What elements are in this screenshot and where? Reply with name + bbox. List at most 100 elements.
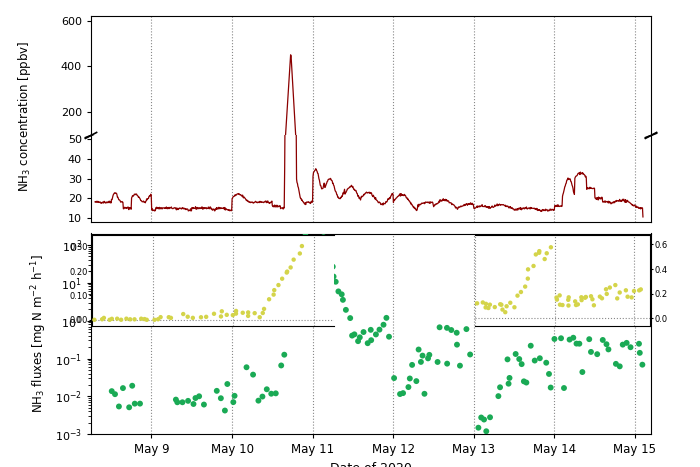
Point [253,397,264,404]
Point [257,393,268,400]
Point [481,427,492,435]
Point [305,245,316,252]
Point [634,349,645,357]
Point [344,314,356,322]
Point [555,334,566,342]
Point [398,389,409,397]
Point [614,362,625,370]
Point [603,346,614,353]
Point [300,232,311,239]
Point [228,398,239,406]
Point [597,336,608,344]
Point [193,393,204,400]
Point [337,296,349,304]
Point [129,400,140,407]
Point [494,383,505,391]
Text: NH$_3$ concentration [ppbv]: NH$_3$ concentration [ppbv] [16,41,33,192]
Point [302,241,313,248]
Point [118,384,129,392]
Point [266,390,277,397]
Point [298,262,309,269]
Point [353,338,364,345]
Point [442,360,453,368]
Point [370,331,382,338]
Point [332,288,344,295]
Point [601,340,612,348]
Point [559,384,570,392]
Point [610,360,622,368]
Point [319,245,330,252]
Point [510,350,522,358]
Point [419,390,430,397]
Point [473,424,484,432]
Point [286,316,297,324]
Point [270,389,281,397]
Point [318,234,329,241]
Point [381,314,392,322]
Point [309,244,321,252]
Point [378,321,389,328]
Point [568,334,579,341]
Point [183,397,194,404]
Point [417,352,428,359]
Point [282,319,293,327]
Point [424,351,435,359]
Point [290,286,301,294]
Point [261,386,272,393]
Point [394,390,405,398]
Point [621,339,632,347]
Point [577,368,588,376]
Point [625,344,636,351]
Point [177,398,188,406]
Point [340,306,351,313]
Point [493,392,504,400]
Point [478,416,489,423]
Point [323,253,334,261]
Point [529,357,540,364]
Point [188,400,199,408]
Point [475,414,486,421]
Point [216,395,227,402]
Point [349,331,360,338]
Point [634,340,645,347]
Point [106,388,118,395]
Point [276,362,287,369]
Point [109,390,120,398]
Point [229,392,240,400]
Point [336,290,347,298]
Point [248,371,259,378]
Point [402,383,414,391]
Point [328,273,339,280]
Point [358,328,369,336]
Point [521,379,532,386]
Point [198,401,209,408]
Point [415,358,426,366]
Point [484,414,496,421]
Point [502,356,513,363]
Point [170,396,181,403]
Point [407,361,418,368]
Point [389,375,400,382]
Point [549,335,560,343]
Point [241,363,252,371]
Point [327,263,338,270]
Point [545,384,557,391]
Point [465,351,476,358]
Point [432,358,443,366]
Point [124,403,135,411]
Point [503,380,514,388]
Point [422,354,433,362]
Point [346,332,358,340]
Point [362,340,373,347]
Point [211,387,223,395]
Point [172,398,183,406]
Point [330,278,342,285]
Point [592,350,603,358]
Point [617,341,629,348]
Y-axis label: NH$_3$ fluxes [mg N m$^{-2}$ h$^{-1}$]: NH$_3$ fluxes [mg N m$^{-2}$ h$^{-1}$] [30,255,50,413]
Point [534,354,545,362]
Point [434,324,445,331]
Point [543,370,554,378]
Point [279,351,290,359]
Point [525,342,536,349]
